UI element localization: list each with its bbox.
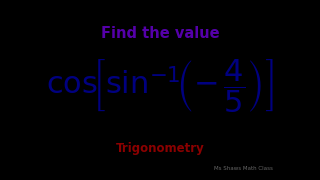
Text: Find the value: Find the value [101,26,219,41]
Text: Ms Shaws Math Class: Ms Shaws Math Class [214,166,273,171]
Text: $\mathrm{cos}\!\left[\mathrm{sin}^{-1}\!\left(-\,\dfrac{4}{5}\right)\right]$: $\mathrm{cos}\!\left[\mathrm{sin}^{-1}\!… [46,58,274,115]
Text: Trigonometry: Trigonometry [116,142,204,155]
